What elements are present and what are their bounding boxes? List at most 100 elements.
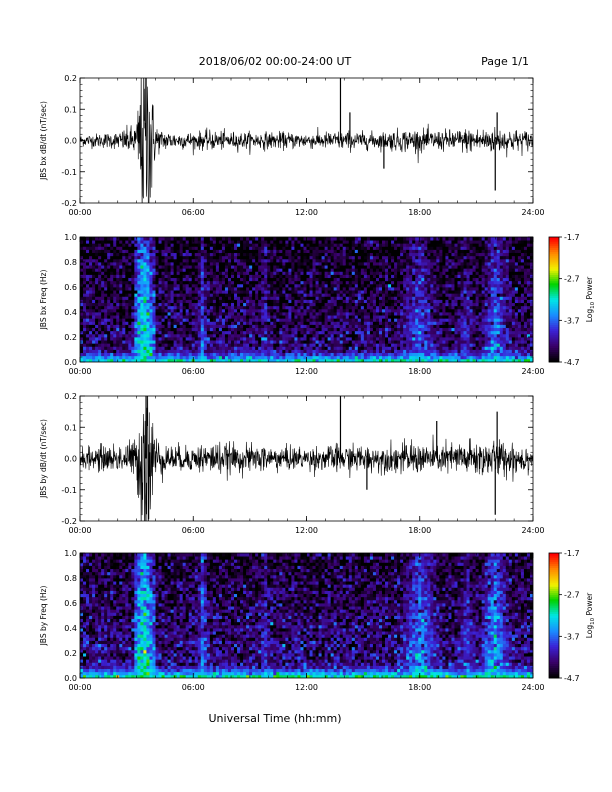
spectrogram-cell — [351, 327, 356, 332]
spectrogram-cell — [306, 321, 310, 325]
spectrogram-cell — [231, 296, 235, 300]
spectrogram-cell — [149, 240, 153, 244]
spectrogram-cell — [206, 349, 211, 354]
spectrogram-cell — [101, 280, 105, 285]
spectrogram-cell — [194, 343, 199, 347]
spectrogram-cell — [306, 274, 310, 279]
spectrogram-cell — [288, 265, 292, 269]
spectrogram-cell — [191, 258, 196, 263]
spectrogram-cell — [155, 340, 159, 344]
spectrogram-cell — [412, 274, 416, 279]
spectrogram-cell — [297, 287, 301, 291]
spectrogram-cell — [333, 240, 338, 244]
spectrogram-cell — [227, 318, 232, 322]
spectrogram-cell — [200, 271, 205, 275]
spectrogram-cell — [345, 299, 350, 304]
spectrogram-cell — [442, 255, 446, 260]
spectrogram-cell — [197, 293, 202, 297]
spectrogram-cell — [288, 305, 292, 310]
spectrogram-cell — [366, 258, 371, 263]
spectrogram-cell — [385, 277, 389, 282]
spectrogram-cell — [140, 358, 144, 362]
spectrogram-cell — [128, 321, 132, 325]
spectrogram-cell — [128, 308, 132, 313]
spectrogram-cell — [152, 246, 156, 250]
spectrogram-cell — [152, 237, 156, 241]
spectrogram-cell — [354, 274, 359, 279]
spectrogram-cell — [312, 321, 316, 325]
spectrogram-cell — [427, 321, 431, 325]
spectrogram-cell — [107, 268, 111, 272]
spectrogram-cell — [297, 343, 301, 347]
spectrogram-cell — [297, 321, 301, 325]
spectrogram-cell — [285, 358, 289, 362]
spectrogram-cell — [101, 318, 105, 322]
spectrogram-cell — [303, 265, 307, 269]
spectrogram-cell — [309, 246, 313, 250]
spectrogram-cell — [385, 293, 389, 297]
spectrogram-cell — [291, 262, 295, 266]
spectrogram-cell — [279, 293, 283, 297]
spectrogram-cell — [158, 318, 162, 322]
spectrogram-cell — [354, 255, 359, 260]
spectrogram-cell — [315, 277, 319, 282]
spectrogram-cell — [354, 271, 359, 275]
spectrogram-cell — [294, 246, 298, 250]
spectrogram-cell — [409, 240, 413, 244]
spectrogram-cell — [406, 290, 410, 294]
spectrogram-cell — [273, 296, 277, 300]
spectrogram-cell — [176, 246, 181, 250]
spectrogram-cell — [388, 274, 392, 279]
spectrogram-cell — [351, 246, 356, 250]
spectrogram-cell — [418, 271, 422, 275]
spectrogram-cell — [246, 246, 250, 250]
spectrogram-cell — [360, 299, 365, 304]
spectrogram-cell — [327, 258, 332, 263]
spectrogram-cell — [288, 293, 292, 297]
spectrogram-cell — [116, 249, 120, 254]
spectrogram-cell — [234, 346, 238, 350]
spectrogram-cell — [321, 337, 326, 341]
spectrogram-cell — [119, 308, 123, 313]
spectrogram-cell — [270, 249, 274, 254]
spectrogram-cell — [80, 287, 84, 291]
spectrogram-cell — [312, 268, 316, 272]
spectrogram-cell — [92, 246, 96, 250]
spectrogram-cell — [146, 283, 150, 288]
spectrogram-cell — [412, 277, 416, 282]
spectrogram-cell — [433, 283, 437, 288]
spectrogram-cell — [101, 352, 105, 357]
spectrogram-cell — [161, 321, 165, 325]
spectrogram-cell — [400, 330, 404, 335]
spectrogram-cell — [261, 299, 265, 304]
spectrogram-cell — [303, 327, 307, 332]
spectrogram-cell — [146, 355, 150, 360]
spectrogram-cell — [188, 296, 193, 300]
spectrogram-cell — [372, 240, 377, 244]
spectrogram-cell — [279, 330, 283, 335]
spectrogram-cell — [164, 274, 168, 279]
spectrogram-cell — [327, 246, 332, 250]
spectrogram-cell — [143, 321, 147, 325]
spectrogram-cell — [86, 321, 90, 325]
spectrogram-cell — [131, 346, 135, 350]
spectrogram-cell — [221, 318, 226, 322]
spectrogram-cell — [98, 305, 102, 310]
spectrogram-cell — [270, 312, 274, 316]
spectrogram-cell — [333, 249, 338, 254]
spectrogram-cell — [218, 252, 223, 257]
spectrogram-cell — [119, 268, 123, 272]
spectrogram-cell — [161, 280, 165, 285]
spectrogram-cell — [161, 287, 165, 291]
spectrogram-cell — [303, 243, 307, 247]
spectrogram-cell — [237, 262, 241, 266]
spectrogram-cell — [385, 290, 389, 294]
spectrogram-cell — [303, 305, 307, 310]
spectrogram-cell — [146, 240, 150, 244]
spectrogram-cell — [318, 299, 322, 304]
spectrogram-cell — [140, 271, 144, 275]
spectrogram-cell — [351, 333, 356, 338]
spectrogram-cell — [378, 290, 383, 294]
spectrogram-cell — [128, 274, 132, 279]
spectrogram-cell — [224, 299, 229, 304]
